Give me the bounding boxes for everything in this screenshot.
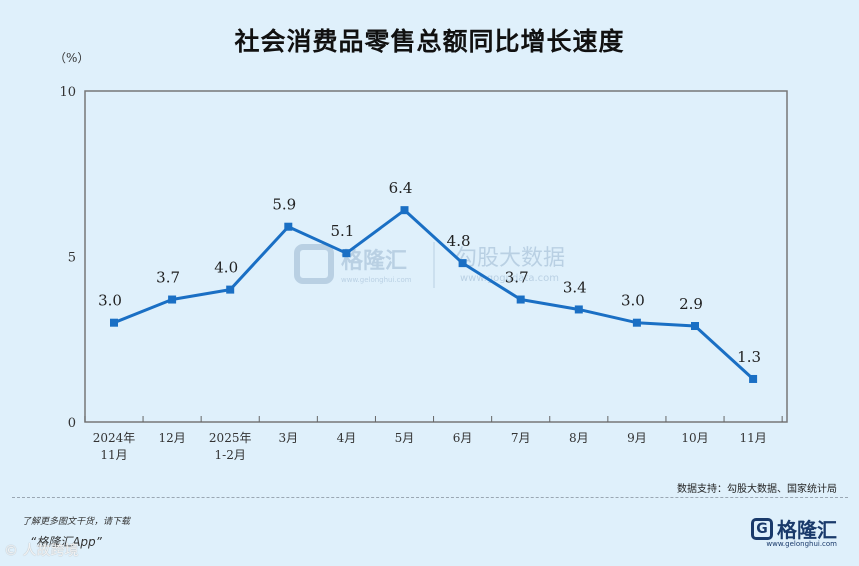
- watermark-gelonghui: 格隆汇 www.gelonghui.com 勾股大数据 www.gogudata…: [294, 242, 565, 288]
- y-axis-unit: （%）: [54, 51, 89, 65]
- data-label: 6.4: [389, 179, 413, 197]
- brand-name: 格隆汇: [777, 518, 837, 542]
- data-label: 3.4: [563, 278, 587, 296]
- data-point: [110, 318, 118, 327]
- data-point: [749, 374, 758, 383]
- x-tick-label: 2024年: [93, 431, 136, 445]
- x-tick-label: 6月: [453, 431, 473, 445]
- chart-svg: 格隆汇 www.gelonghui.com 勾股大数据 www.gogudata…: [54, 51, 788, 462]
- corner-watermark: © 人故跨境: [4, 543, 79, 559]
- footer-divider: [12, 497, 848, 498]
- download-note: 了解更多图文干货，请下载: [22, 517, 131, 527]
- chart-title: 社会消费品零售总额同比增长速度: [234, 27, 625, 56]
- data-labels: 3.0 3.7 4.0 5.9 5.1 6.4 4.8 3.7 3.4 3.0 2.9 1.3: [98, 179, 761, 366]
- x-tick-label: 11月: [739, 431, 766, 445]
- data-point: [632, 318, 641, 327]
- x-tick-label: 1-2月: [215, 448, 246, 462]
- data-point: [226, 285, 235, 294]
- data-label: 4.8: [447, 232, 471, 250]
- y-tick-label: 0: [68, 416, 76, 431]
- data-label: 3.7: [505, 269, 529, 287]
- source-note: 数据支持：勾股大数据、国家统计局: [677, 484, 837, 495]
- data-label: 5.9: [272, 196, 296, 214]
- plot-frame: [84, 90, 788, 423]
- x-tick-label: 2025年: [209, 431, 252, 445]
- y-axis: 0 5 10: [59, 85, 76, 431]
- data-point: [284, 222, 293, 231]
- svg-text:www.gogudata.com: www.gogudata.com: [460, 273, 559, 284]
- x-tick-label: 10月: [681, 431, 708, 445]
- y-tick-label: 10: [59, 85, 76, 100]
- x-tick-label: 9月: [627, 431, 647, 445]
- x-tick-label: 8月: [569, 431, 589, 445]
- data-label: 3.0: [621, 292, 645, 310]
- series-path: [113, 208, 755, 381]
- x-tick-label: 12月: [158, 431, 185, 445]
- data-label: 3.7: [156, 269, 180, 287]
- data-point: [342, 249, 351, 258]
- series-line: [110, 206, 758, 383]
- app-name-note: “格隆汇App”: [30, 535, 102, 549]
- y-tick-label: 5: [68, 251, 76, 266]
- svg-text:www.gelonghui.com: www.gelonghui.com: [341, 276, 412, 284]
- x-axis: 2024年 11月 12月 2025年 1-2月 3月 4月 5月 6月 7月 8月 9月 10月 11月: [84, 416, 783, 462]
- x-tick-label: 4月: [337, 431, 357, 445]
- brand-icon: G: [751, 517, 773, 540]
- x-tick-label: 5月: [395, 431, 415, 445]
- data-point: [458, 259, 467, 268]
- data-label: 5.1: [330, 222, 354, 240]
- x-tick-label: 7月: [511, 431, 531, 445]
- svg-text:勾股大数据: 勾股大数据: [455, 246, 565, 271]
- data-point: [400, 206, 409, 215]
- x-tick-label: 11月: [100, 448, 127, 462]
- brand-logo: G 格隆汇 www.gelonghui.com: [751, 514, 837, 548]
- svg-text:格隆汇: 格隆汇: [341, 248, 407, 274]
- data-point: [516, 295, 525, 304]
- data-label: 2.9: [679, 295, 703, 313]
- data-point: [691, 322, 699, 331]
- brand-url: www.gelonghui.com: [766, 540, 837, 548]
- data-label: 1.3: [737, 348, 761, 366]
- x-tick-label: 3月: [278, 431, 298, 445]
- data-point: [574, 305, 583, 314]
- data-point: [168, 295, 177, 304]
- data-label: 4.0: [214, 259, 238, 277]
- data-label: 3.0: [98, 292, 122, 310]
